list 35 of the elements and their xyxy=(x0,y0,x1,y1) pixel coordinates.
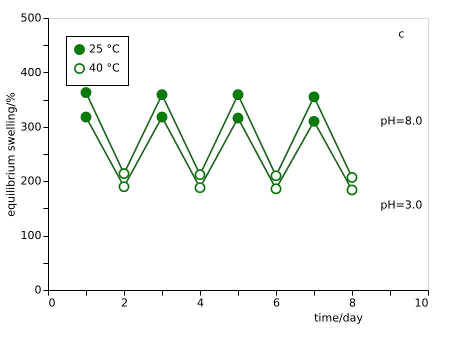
x-tick-label: 4 xyxy=(197,296,204,310)
x-axis-title: time/day xyxy=(314,312,364,324)
legend-label: 40 °C xyxy=(89,62,120,74)
y-tick-label: 200 xyxy=(20,174,42,188)
point xyxy=(194,169,206,180)
legend-label: 25 °C xyxy=(89,42,120,56)
annotation: pH=8.0 xyxy=(380,114,422,128)
point xyxy=(270,183,282,194)
x-tick-label: 8 xyxy=(349,296,356,310)
point xyxy=(118,181,130,192)
x-tick-label: 10 xyxy=(414,296,428,310)
point xyxy=(156,112,168,122)
y-axis-title: equilibrium swelling/% xyxy=(4,92,18,217)
point xyxy=(270,170,282,182)
point xyxy=(232,112,244,124)
x-tick-label: 2 xyxy=(121,296,128,310)
y-tick-label: 0 xyxy=(34,284,42,296)
annotation: c xyxy=(398,27,404,40)
point xyxy=(308,116,320,127)
annotation: pH=3.0 xyxy=(380,198,422,212)
x-tick-label: 0 xyxy=(48,296,56,310)
point xyxy=(308,91,320,102)
x-tick-label: 6 xyxy=(273,296,280,310)
point xyxy=(194,182,206,194)
y-tick-label: 300 xyxy=(20,120,42,134)
point xyxy=(346,172,358,183)
y-tick-label: 100 xyxy=(20,229,42,242)
y-tick-label: 500 xyxy=(20,12,42,24)
point xyxy=(118,168,130,179)
y-tick-label: 400 xyxy=(20,66,42,79)
point xyxy=(346,184,358,196)
point xyxy=(80,112,92,122)
point xyxy=(232,89,244,100)
point xyxy=(156,89,168,100)
point xyxy=(80,87,92,98)
